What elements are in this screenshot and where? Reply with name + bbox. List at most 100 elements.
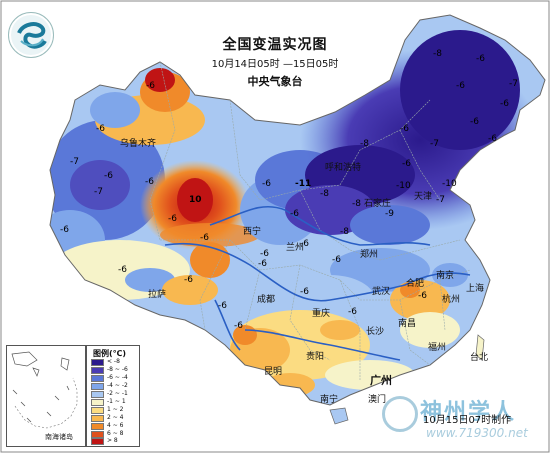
contour-value: -6 bbox=[258, 259, 267, 269]
south-china-sea-inset: 南海诸岛 bbox=[6, 345, 86, 447]
contour-value: -6 bbox=[218, 301, 227, 311]
legend-item: 1 ~ 2 bbox=[91, 406, 137, 414]
city-label: 兰州 bbox=[286, 243, 305, 253]
contour-value: -7 bbox=[70, 157, 79, 167]
contour-value: 10 bbox=[189, 195, 202, 205]
legend-label: 6 ~ 8 bbox=[107, 430, 124, 437]
legend-label: -6 ~ -4 bbox=[107, 374, 128, 381]
city-label: 澳门 bbox=[368, 395, 387, 405]
contour-value: -6 bbox=[60, 225, 69, 235]
production-time: 10月15日07时制作 bbox=[423, 415, 512, 426]
time-range: 10月14日05时 —15日05时 bbox=[211, 59, 339, 70]
city-label: 福州 bbox=[428, 343, 447, 353]
legend-item: -6 ~ -4 bbox=[91, 374, 137, 382]
legend-label: 1 ~ 2 bbox=[107, 406, 124, 413]
contour-value: -6 bbox=[234, 321, 243, 331]
contour-value: -6 bbox=[488, 134, 497, 144]
contour-value: -6 bbox=[104, 171, 113, 181]
legend-label: 2 ~ 4 bbox=[107, 414, 124, 421]
contour-value: -6 bbox=[262, 179, 271, 189]
city-label: 南京 bbox=[436, 271, 455, 281]
legend-label: -1 ~ 1 bbox=[107, 398, 126, 405]
contour-value: -6 bbox=[402, 159, 411, 169]
legend-swatch bbox=[91, 438, 104, 445]
city-label: 郑州 bbox=[360, 250, 379, 260]
cma-logo bbox=[8, 12, 54, 58]
contour-value: -7 bbox=[436, 195, 445, 205]
watermark-logo-icon bbox=[382, 396, 418, 432]
legend-swatch bbox=[91, 431, 104, 438]
contour-value: -6 bbox=[332, 255, 341, 265]
watermark: 神州学人 www.719300.net bbox=[380, 392, 546, 446]
country-border bbox=[49, 14, 546, 406]
legend-label: 4 ~ 6 bbox=[107, 422, 124, 429]
province-borders bbox=[149, 61, 471, 380]
contour-value: -6 bbox=[348, 307, 357, 317]
contour-value: -6 bbox=[145, 177, 154, 187]
city-label: 广州 bbox=[370, 374, 392, 387]
legend-item: < -8 bbox=[91, 358, 137, 366]
contour-value: -6 bbox=[290, 209, 299, 219]
legend-swatch bbox=[91, 391, 104, 398]
legend-label: < -8 bbox=[107, 358, 120, 365]
contour-value: -7 bbox=[430, 139, 439, 149]
rivers bbox=[164, 205, 471, 361]
contour-value: -8 bbox=[433, 49, 442, 59]
legend-swatch bbox=[91, 375, 104, 382]
map-title: 全国变温实况图 bbox=[222, 37, 328, 53]
city-label: 天津 bbox=[414, 192, 433, 202]
contour-value: -7 bbox=[94, 187, 103, 197]
city-label: 拉萨 bbox=[148, 290, 167, 300]
legend-swatch bbox=[91, 383, 104, 390]
contour-value: -6 bbox=[146, 81, 155, 91]
city-label: 石家庄 bbox=[364, 199, 392, 209]
city-label: 合肥 bbox=[406, 279, 425, 289]
inset-label: 南海诸岛 bbox=[45, 433, 73, 441]
legend-item: 6 ~ 8 bbox=[91, 430, 137, 438]
legend-item: -8 ~ -6 bbox=[91, 366, 137, 374]
legend-swatch bbox=[91, 423, 104, 430]
contour-value: -8 bbox=[340, 227, 349, 237]
city-label: 重庆 bbox=[312, 309, 331, 319]
contour-value: -6 bbox=[300, 239, 309, 249]
city-label: 南宁 bbox=[320, 395, 339, 405]
city-label: 昆明 bbox=[264, 367, 283, 377]
legend-item: 2 ~ 4 bbox=[91, 414, 137, 422]
contour-value: -10 bbox=[442, 179, 457, 189]
legend-label: -2 ~ -1 bbox=[107, 390, 128, 397]
contour-value: -8 bbox=[320, 189, 329, 199]
contour-value: -6 bbox=[418, 291, 427, 301]
contour-value: -6 bbox=[456, 81, 465, 91]
agency-name: 中央气象台 bbox=[247, 75, 303, 88]
city-label: 贵阳 bbox=[306, 352, 325, 362]
contour-value: -7 bbox=[509, 79, 518, 89]
legend-item: -4 ~ -2 bbox=[91, 382, 137, 390]
watermark-text: 神州学人 bbox=[420, 399, 517, 425]
legend-title: 图例(℃) bbox=[93, 349, 126, 358]
legend-item: -1 ~ 1 bbox=[91, 398, 137, 406]
legend-item: -2 ~ -1 bbox=[91, 390, 137, 398]
city-label: 台北 bbox=[470, 353, 489, 363]
contour-value: -6 bbox=[184, 275, 193, 285]
contour-value: -6 bbox=[476, 54, 485, 64]
legend-swatch bbox=[91, 415, 104, 422]
contour-value: -6 bbox=[200, 233, 209, 243]
legend-swatch bbox=[91, 407, 104, 414]
city-label: 呼和浩特 bbox=[325, 163, 362, 173]
contour-value: -6 bbox=[96, 124, 105, 134]
hainan-island bbox=[329, 407, 349, 425]
contour-value: -11 bbox=[295, 179, 312, 189]
contour-value: -6 bbox=[260, 249, 269, 259]
contour-value: -8 bbox=[352, 199, 361, 209]
legend: 图例(℃) < -8 -8 ~ -6 -6 ~ -4 -4 ~ -2 -2 ~ … bbox=[86, 345, 140, 447]
city-label: 长沙 bbox=[366, 327, 385, 337]
contour-value: -6 bbox=[500, 99, 509, 109]
city-label: 成都 bbox=[257, 295, 276, 305]
city-label: 武汉 bbox=[372, 287, 391, 297]
city-label: 上海 bbox=[466, 284, 485, 294]
city-label: 杭州 bbox=[442, 295, 461, 305]
inset-map bbox=[11, 351, 78, 429]
